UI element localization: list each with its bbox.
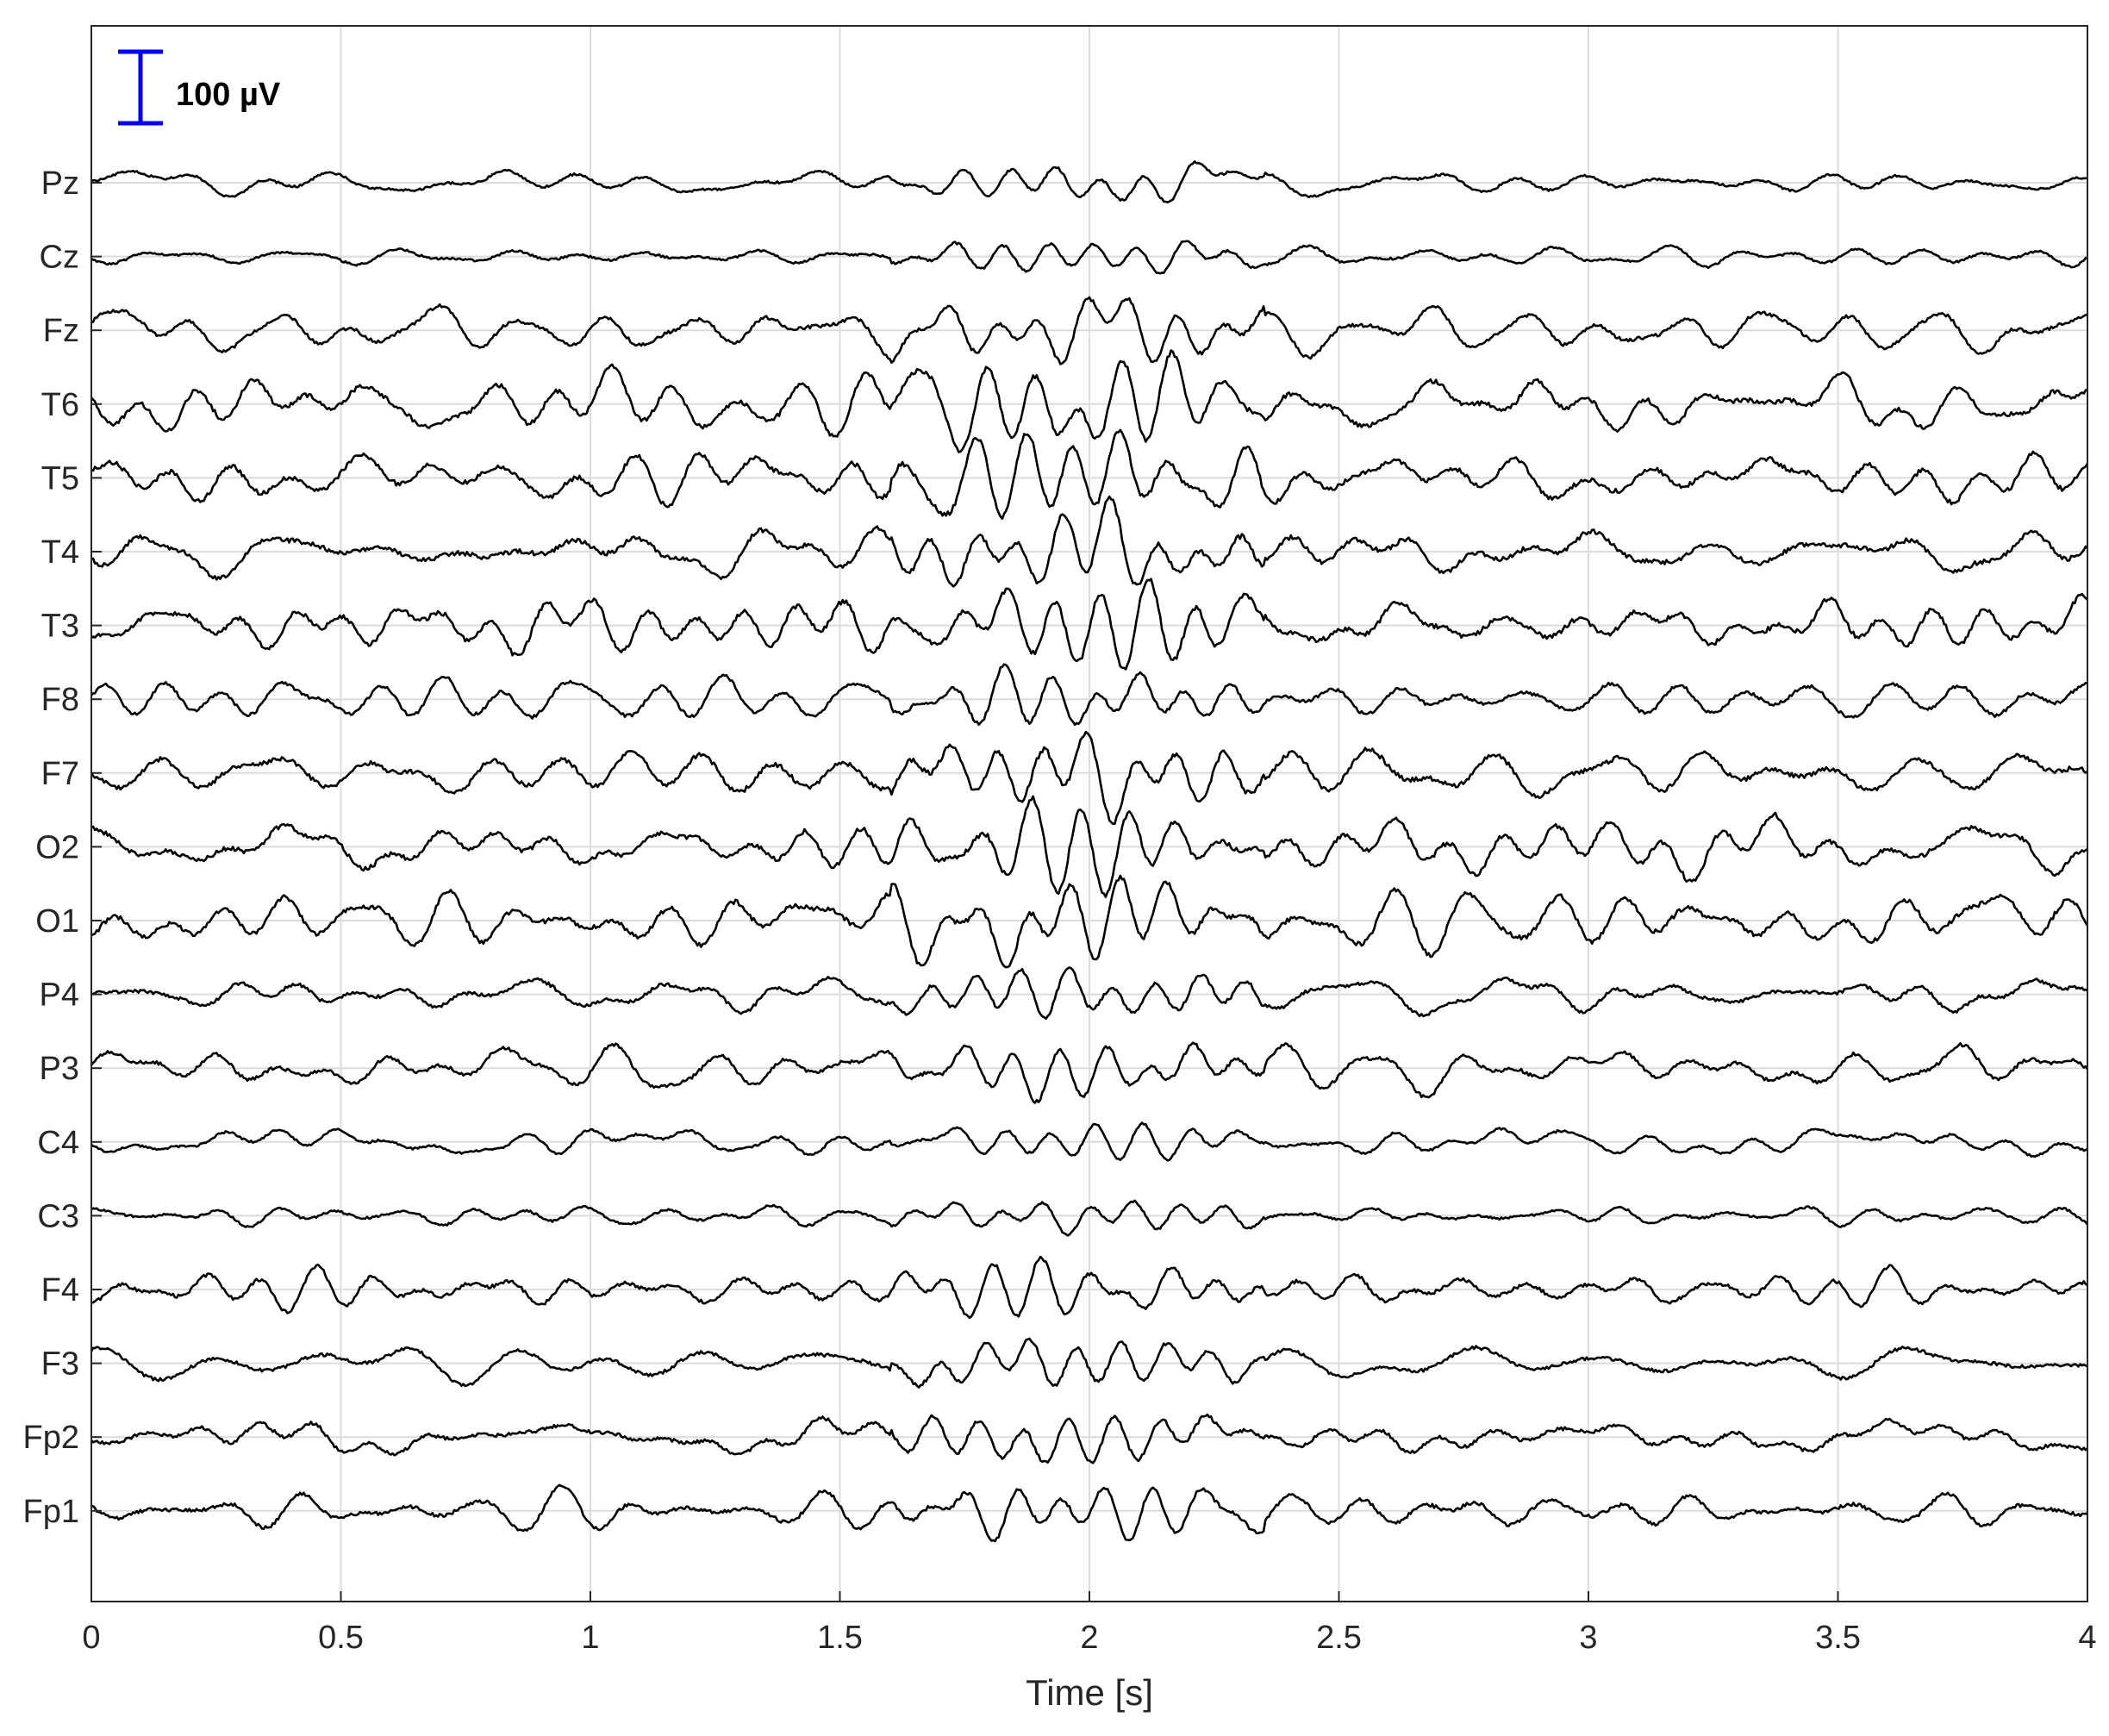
trace-f7 <box>90 730 2088 826</box>
channel-label-c3: C3 <box>37 1198 79 1234</box>
channel-label-f8: F8 <box>41 682 79 718</box>
trace-t4 <box>90 495 2088 588</box>
grid <box>90 26 2088 1602</box>
x-tick-label: 1 <box>581 1620 599 1656</box>
channel-label-f4: F4 <box>41 1272 79 1308</box>
x-tick-label: 0 <box>82 1620 100 1656</box>
scale-bar-label: 100 µV <box>176 77 281 113</box>
channel-label-o2: O2 <box>35 829 79 865</box>
trace-p4 <box>90 966 2088 1021</box>
trace-fp1 <box>90 1483 2088 1543</box>
trace-o2 <box>90 795 2088 898</box>
x-tick-label: 4 <box>2078 1620 2096 1656</box>
x-axis-ticks: 0 0.5 1 1.5 2 2.5 3 3.5 4 <box>82 1591 2097 1656</box>
trace-f8 <box>90 663 2088 727</box>
x-tick-label: 0.5 <box>318 1620 364 1656</box>
x-axis-title: Time [s] <box>1026 1672 1153 1713</box>
trace-c3 <box>90 1199 2089 1237</box>
trace-t6 <box>90 349 2088 453</box>
scale-bar: 100 µV <box>118 49 281 126</box>
channel-label-pz: Pz <box>41 165 79 202</box>
trace-pz <box>90 160 2088 203</box>
channel-label-fp1: Fp1 <box>23 1494 79 1530</box>
channel-label-cz: Cz <box>40 240 79 276</box>
channel-label-fz: Fz <box>43 313 79 349</box>
trace-fp2 <box>90 1413 2088 1464</box>
channel-labels: Pz Cz Fz T6 T5 T4 T3 F8 F7 O2 O1 P4 P3 C4 C3 F4 F3 Fp2 Fp1 <box>23 165 102 1530</box>
channel-label-t6: T6 <box>41 387 79 423</box>
x-tick-label: 2.5 <box>1316 1620 1362 1656</box>
trace-cz <box>90 240 2088 275</box>
trace-fz <box>90 296 2088 365</box>
channel-label-o1: O1 <box>35 903 79 940</box>
x-tick-label: 1.5 <box>817 1620 863 1656</box>
trace-f3 <box>90 1337 2088 1389</box>
channel-label-t4: T4 <box>41 534 79 571</box>
channel-label-c4: C4 <box>37 1125 79 1161</box>
trace-o1 <box>90 874 2089 969</box>
channel-label-p3: P3 <box>40 1051 79 1087</box>
trace-c4 <box>90 1121 2088 1162</box>
trace-f4 <box>90 1255 2088 1320</box>
x-tick-label: 3 <box>1579 1620 1597 1656</box>
trace-p3 <box>90 1041 2089 1104</box>
eeg-traces <box>90 160 2089 1543</box>
channel-label-t5: T5 <box>41 460 79 496</box>
channel-label-t3: T3 <box>41 609 79 645</box>
x-tick-label: 2 <box>1080 1620 1098 1656</box>
trace-t5 <box>90 428 2089 521</box>
channel-label-f3: F3 <box>41 1346 79 1383</box>
x-tick-label: 3.5 <box>1815 1620 1861 1656</box>
channel-label-fp2: Fp2 <box>23 1420 79 1456</box>
channel-label-f7: F7 <box>41 756 79 792</box>
trace-t3 <box>90 578 2088 671</box>
channel-label-p4: P4 <box>40 977 79 1014</box>
